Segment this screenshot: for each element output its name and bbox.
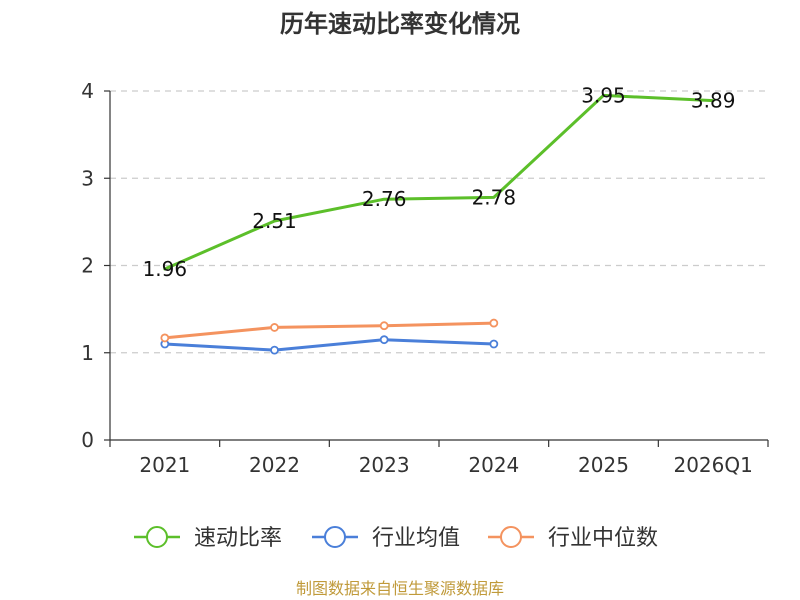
axes: 0 1 2 3 4 2021 2022 2023 2024 2025 2026Q1 <box>81 79 769 477</box>
series-line-0 <box>163 93 715 271</box>
data-label: 3.95 <box>581 83 626 107</box>
data-point <box>489 339 499 349</box>
data-label: 3.89 <box>691 89 736 113</box>
data-point <box>160 333 170 343</box>
source-note: 制图数据来自恒生聚源数据库 <box>296 579 504 598</box>
y-tick-label: 4 <box>81 79 94 103</box>
legend: 速动比率 行业均值 行业中位数 <box>134 526 658 551</box>
data-label: 1.96 <box>143 257 188 281</box>
series-line-1 <box>163 338 496 352</box>
x-tick-label: 2025 <box>578 453 629 477</box>
x-tick-label: 2026Q1 <box>673 453 752 477</box>
y-tick-label: 2 <box>81 254 94 278</box>
data-point <box>379 321 389 331</box>
series-line-2 <box>163 321 496 340</box>
legend-label: 速动比率 <box>194 526 282 551</box>
data-labels: 1.96 2.51 2.76 2.78 3.95 3.89 <box>143 83 736 281</box>
y-tick-label: 0 <box>81 428 94 452</box>
gridlines <box>110 90 768 354</box>
legend-label: 行业均值 <box>372 526 460 551</box>
chart-title: 历年速动比率变化情况 <box>280 10 520 38</box>
data-point <box>489 318 499 328</box>
legend-swatch-marker <box>146 526 168 548</box>
y-tick-label: 1 <box>81 341 94 365</box>
x-tick-label: 2024 <box>468 453 519 477</box>
data-point <box>379 335 389 345</box>
y-tick-label: 3 <box>81 166 94 190</box>
data-point <box>270 323 279 332</box>
legend-item-0: 速动比率 <box>134 526 282 551</box>
legend-label: 行业中位数 <box>548 526 658 551</box>
legend-swatch-marker <box>324 526 346 548</box>
x-tick-label: 2023 <box>359 453 410 477</box>
data-label: 2.51 <box>252 209 297 233</box>
x-tick-label: 2022 <box>249 453 300 477</box>
legend-item-2: 行业中位数 <box>488 526 658 551</box>
data-point <box>270 345 279 355</box>
x-tick-label: 2021 <box>139 453 190 477</box>
data-label: 2.78 <box>472 185 517 209</box>
legend-swatch-marker <box>500 526 522 548</box>
data-label: 2.76 <box>362 187 407 211</box>
series <box>160 93 715 355</box>
legend-item-1: 行业均值 <box>312 526 460 551</box>
